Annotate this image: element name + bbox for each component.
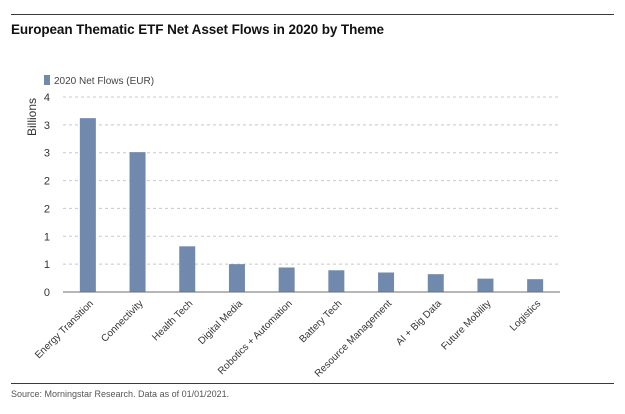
bar xyxy=(228,264,245,292)
bar xyxy=(427,274,444,292)
y-tick-label: 1 xyxy=(44,259,50,271)
x-axis-ticks: Energy Transition Connectivity Health Tech… xyxy=(33,298,543,380)
y-tick-label: 3 xyxy=(44,120,50,132)
chart-title: European Thematic ETF Net Asset Flows in… xyxy=(11,22,384,37)
source-note: Source: Morningstar Research. Data as of… xyxy=(11,389,230,399)
x-tick-label: Health Tech xyxy=(150,298,195,343)
x-tick-label: Energy Transition xyxy=(33,298,96,361)
x-tick-label: AI + Big Data xyxy=(394,298,444,348)
legend-label: 2020 Net Flows (EUR) xyxy=(54,76,154,87)
legend-swatch xyxy=(44,75,50,85)
gridlines xyxy=(63,96,560,265)
bar xyxy=(179,246,196,292)
x-tick-label: Logistics xyxy=(508,298,543,333)
bar xyxy=(477,278,494,292)
bars xyxy=(79,118,544,293)
top-rule xyxy=(11,14,614,15)
y-tick-label: 2 xyxy=(44,176,50,188)
bar xyxy=(328,270,345,292)
x-tick-label: Battery Tech xyxy=(298,298,345,345)
x-tick-label: Connectivity xyxy=(99,298,145,344)
y-tick-label: 1 xyxy=(44,231,50,243)
bar xyxy=(79,118,96,293)
bar xyxy=(378,272,395,292)
x-tick-label: Future Mobility xyxy=(439,298,493,352)
x-tick-label: Digital Media xyxy=(196,298,245,347)
y-axis-label: Billions xyxy=(25,98,39,136)
y-tick-label: 2 xyxy=(44,203,50,215)
y-tick-label: 0 xyxy=(44,287,50,299)
y-tick-label: 3 xyxy=(44,148,50,160)
y-axis-ticks: 0 1 1 2 2 3 3 4 xyxy=(44,92,50,299)
legend: 2020 Net Flows (EUR) xyxy=(44,75,154,87)
bottom-rule xyxy=(11,383,614,384)
bar xyxy=(278,267,295,292)
bar xyxy=(129,152,146,292)
y-tick-label: 4 xyxy=(44,92,50,104)
bar xyxy=(527,279,544,292)
